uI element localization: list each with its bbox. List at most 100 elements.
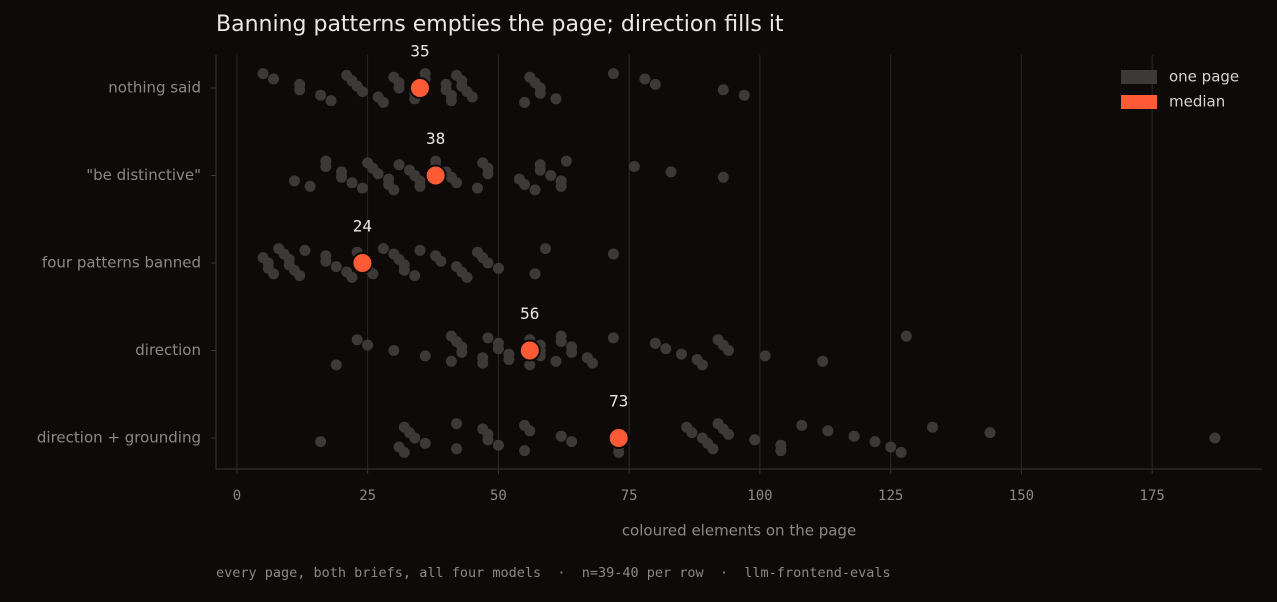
- dot: [519, 445, 531, 457]
- dot: [288, 175, 300, 187]
- dot: [796, 419, 808, 431]
- legend-swatch: [1121, 95, 1157, 109]
- dot: [649, 78, 661, 90]
- dot: [534, 164, 546, 176]
- median-label: 35: [410, 42, 429, 61]
- median-label: 38: [426, 129, 445, 148]
- dot: [560, 155, 572, 167]
- median-dot: [518, 339, 541, 362]
- legend-label: one page: [1169, 68, 1239, 86]
- dot: [346, 271, 358, 283]
- dot: [675, 348, 687, 360]
- dot: [268, 73, 280, 85]
- dot: [534, 87, 546, 99]
- dot: [503, 354, 515, 365]
- x-tick-label: 150: [1009, 488, 1034, 504]
- y-tick-label: four patterns banned: [42, 254, 201, 272]
- dot: [482, 168, 494, 180]
- dot: [717, 84, 729, 96]
- dot: [362, 339, 374, 351]
- dot: [482, 257, 494, 269]
- median-dot: [351, 252, 374, 274]
- dot: [372, 168, 384, 180]
- dot: [524, 425, 536, 437]
- dot: [607, 332, 619, 344]
- dot: [759, 350, 771, 362]
- dot: [315, 436, 327, 448]
- dot: [539, 243, 551, 255]
- dot: [414, 180, 426, 192]
- dot: [529, 268, 541, 280]
- dot: [707, 443, 719, 455]
- dot: [895, 446, 907, 458]
- dot: [566, 436, 578, 448]
- dot: [461, 271, 473, 283]
- x-tick-label: 25: [359, 488, 376, 504]
- dot: [398, 446, 410, 458]
- dot: [587, 357, 599, 369]
- dot: [555, 180, 567, 192]
- dot: [388, 345, 400, 356]
- dot: [356, 182, 368, 194]
- dot: [393, 82, 405, 94]
- dot: [445, 95, 457, 107]
- dot: [330, 261, 342, 273]
- dot: [299, 244, 311, 256]
- y-tick-label: "be distinctive": [86, 166, 201, 184]
- dot: [325, 95, 337, 107]
- dot: [409, 270, 421, 282]
- dot: [377, 243, 389, 255]
- x-tick-label: 50: [490, 488, 507, 504]
- dot: [466, 91, 478, 103]
- dot: [519, 179, 531, 190]
- legend-label: median: [1169, 93, 1225, 111]
- dot: [613, 446, 625, 458]
- dot: [723, 428, 735, 440]
- dot: [419, 437, 431, 449]
- dot: [984, 427, 996, 439]
- dot: [456, 346, 468, 358]
- dot: [315, 89, 327, 101]
- dot: [346, 177, 358, 189]
- dot: [451, 177, 463, 189]
- dot: [749, 434, 761, 446]
- dot: [885, 441, 897, 453]
- dot: [775, 445, 787, 457]
- dot: [393, 159, 405, 171]
- dot: [550, 355, 562, 367]
- dot: [519, 96, 531, 108]
- dot: [351, 334, 363, 346]
- dot: [492, 439, 504, 451]
- dot: [545, 170, 557, 181]
- dot: [294, 270, 306, 282]
- legend-swatch: [1121, 70, 1157, 84]
- dot: [696, 359, 708, 371]
- dot: [336, 171, 348, 183]
- dot: [388, 184, 400, 196]
- dot: [330, 359, 342, 371]
- x-tick-label: 175: [1140, 488, 1165, 504]
- dot: [367, 268, 379, 280]
- dot: [738, 89, 750, 101]
- dot: [398, 264, 410, 276]
- median-dot: [607, 427, 630, 449]
- dot: [639, 73, 651, 85]
- dot: [451, 418, 463, 430]
- chart-title: Banning patterns empties the page; direc…: [216, 12, 784, 37]
- y-tick-label: direction: [135, 341, 201, 359]
- x-axis-label: coloured elements on the page: [622, 522, 856, 540]
- x-tick-label: 125: [878, 488, 903, 504]
- x-tick-label: 0: [233, 488, 241, 504]
- dot: [257, 68, 269, 80]
- dot: [869, 436, 881, 448]
- dot: [848, 430, 860, 442]
- dot: [607, 68, 619, 80]
- dot: [414, 244, 426, 256]
- dot: [419, 350, 431, 362]
- dot: [660, 343, 672, 355]
- dot: [649, 337, 661, 349]
- dot: [529, 184, 541, 196]
- median-label: 56: [520, 304, 539, 323]
- y-tick-label: direction + grounding: [37, 429, 201, 447]
